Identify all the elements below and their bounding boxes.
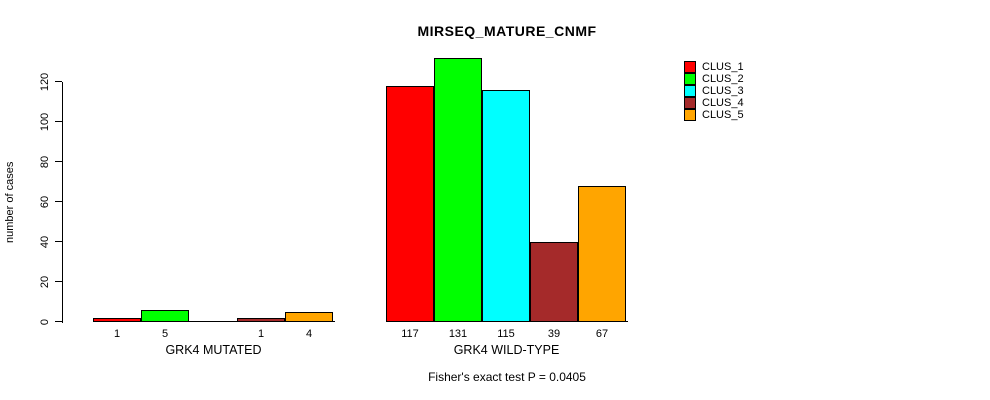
- bar-clus_1-group1: [93, 318, 141, 322]
- bar-clus_4-group1: [237, 318, 285, 322]
- group-label-mutated: GRK4 MUTATED: [165, 343, 262, 357]
- legend-item-clus_1: CLUS_1: [684, 61, 744, 73]
- y-tick: [55, 281, 62, 282]
- bar-value-label: 117: [401, 328, 419, 340]
- y-tick: [55, 241, 62, 242]
- y-tick-label: 80: [39, 155, 51, 168]
- bar-value-label: 4: [305, 328, 313, 340]
- y-axis-label: number of cases: [4, 161, 16, 243]
- legend-swatch: [684, 61, 696, 73]
- y-tick: [55, 161, 62, 162]
- legend-label: CLUS_1: [702, 61, 744, 73]
- bar-clus_5-group1: [285, 312, 333, 322]
- y-tick: [55, 121, 62, 122]
- plot-title: MIRSEQ_MATURE_CNMF: [417, 23, 597, 39]
- y-axis-line: [62, 82, 63, 323]
- legend-item-clus_5: CLUS_5: [684, 109, 744, 121]
- bar-value-label: 39: [547, 328, 561, 340]
- legend-label: CLUS_3: [702, 85, 744, 97]
- legend-swatch: [684, 97, 696, 109]
- legend-swatch: [684, 73, 696, 85]
- legend-label: CLUS_4: [702, 97, 744, 109]
- group-label-wildtype: GRK4 WILD-TYPE: [453, 343, 560, 357]
- legend-swatch: [684, 85, 696, 97]
- y-tick-label: 0: [39, 318, 51, 325]
- y-tick-label: 40: [39, 235, 51, 248]
- legend-label: CLUS_5: [702, 109, 744, 121]
- legend: CLUS_1 CLUS_2 CLUS_3 CLUS_4 CLUS_5: [684, 61, 744, 121]
- y-tick-label: 60: [39, 195, 51, 208]
- y-tick-label: 100: [39, 112, 51, 131]
- y-tick-label: 20: [39, 275, 51, 288]
- bar-value-label: 1: [113, 328, 121, 340]
- bar-clus_2-group2: [434, 58, 482, 322]
- bar-clus_2-group1: [141, 310, 189, 322]
- bar-value-label: 1: [257, 328, 265, 340]
- bar-clus_1-group2: [386, 86, 434, 322]
- bar-value-label: 115: [497, 328, 515, 340]
- y-tick: [55, 321, 62, 322]
- legend-swatch: [684, 109, 696, 121]
- bar-clus_4-group2: [530, 242, 578, 322]
- bar-clus_5-group2: [578, 186, 626, 322]
- bar-value-label: 67: [595, 328, 609, 340]
- legend-item-clus_3: CLUS_3: [684, 85, 744, 97]
- legend-item-clus_4: CLUS_4: [684, 97, 744, 109]
- legend-item-clus_2: CLUS_2: [684, 73, 744, 85]
- y-tick-label: 120: [39, 72, 51, 91]
- y-tick: [55, 81, 62, 82]
- y-tick: [55, 201, 62, 202]
- footer-note: Fisher's exact test P = 0.0405: [428, 370, 586, 384]
- bar-value-label: 5: [161, 328, 169, 340]
- legend-label: CLUS_2: [702, 73, 744, 85]
- bar-value-label: 131: [448, 328, 468, 340]
- group-baseline: [93, 321, 335, 322]
- bar-clus_3-group2: [482, 90, 530, 322]
